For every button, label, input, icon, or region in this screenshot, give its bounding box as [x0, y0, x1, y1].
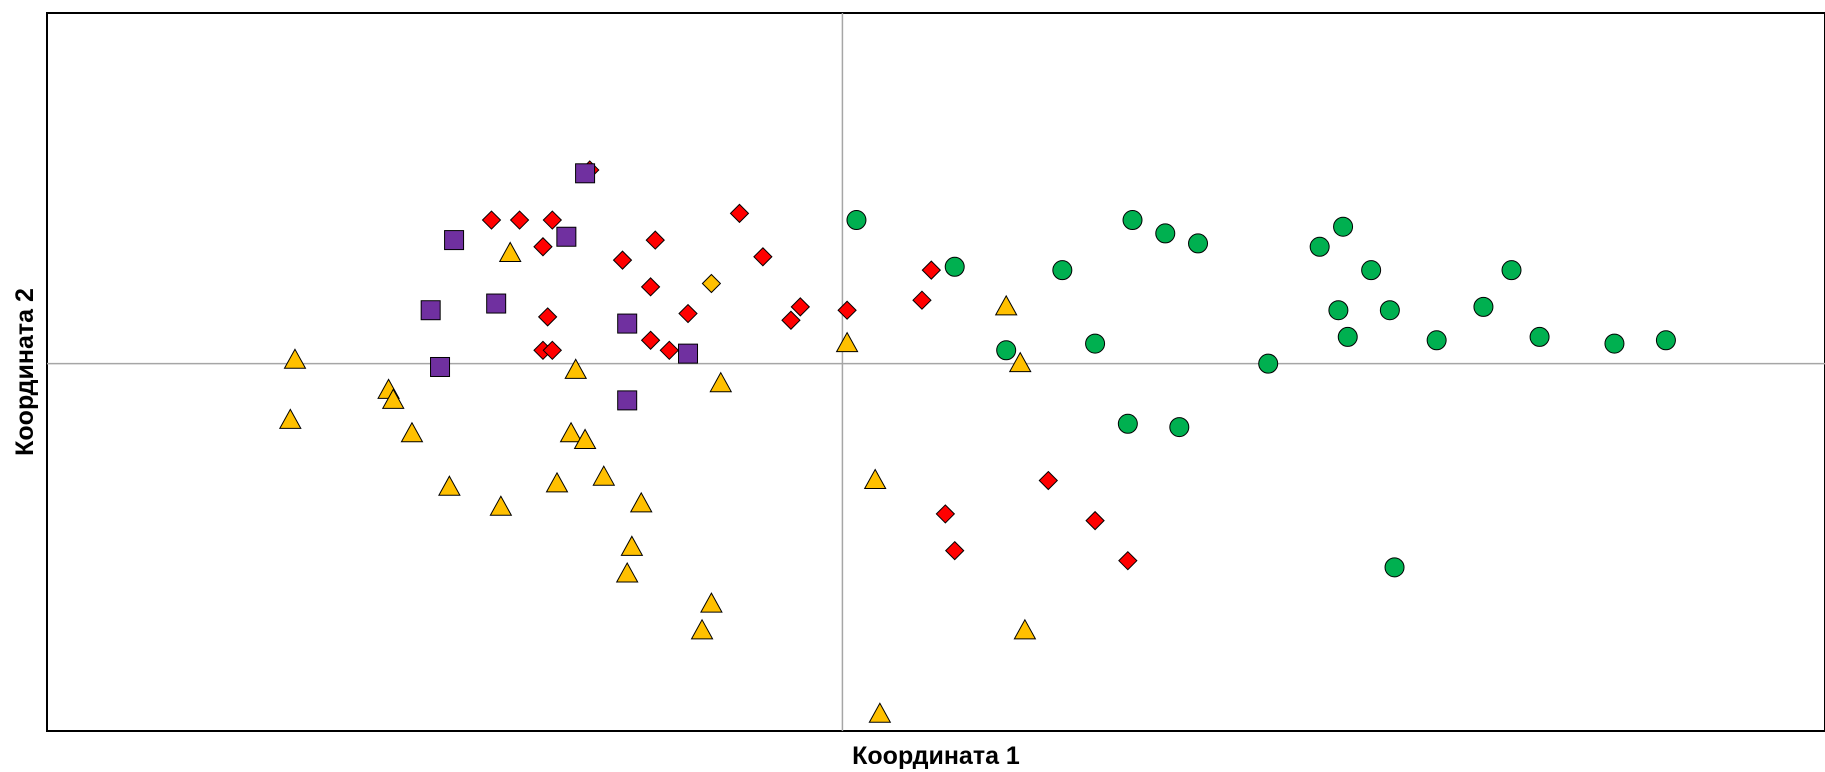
data-point-circle: [846, 210, 867, 231]
data-point-triangle: [994, 294, 1018, 316]
data-point-diamond: [921, 260, 942, 280]
data-point-diamond: [1085, 510, 1105, 531]
data-point-circle: [1604, 333, 1625, 354]
data-point-circle: [1085, 333, 1106, 354]
data-point-circle: [1258, 353, 1279, 374]
data-point-triangle: [863, 468, 887, 490]
data-point-square: [420, 300, 441, 321]
data-point-square: [575, 163, 596, 184]
data-point-diamond: [1038, 470, 1059, 491]
data-point-triangle: [400, 421, 424, 443]
data-point-circle: [1309, 236, 1330, 257]
data-point-triangle: [700, 592, 723, 613]
data-point-triangle: [1008, 351, 1032, 373]
data-point-diamond: [945, 540, 965, 561]
data-point-square: [617, 390, 638, 411]
data-point-triangle: [573, 428, 597, 449]
data-point-circle: [1361, 260, 1382, 281]
data-point-circle: [1379, 300, 1400, 321]
data-point-triangle: [592, 465, 616, 486]
data-point-circle: [1169, 417, 1190, 438]
data-point-circle: [1333, 216, 1354, 237]
data-point-diamond: [542, 210, 563, 230]
data-point-circle: [1122, 210, 1143, 231]
data-point-triangle: [620, 535, 644, 556]
data-point-diamond: [678, 303, 698, 324]
y-axis-title: Координата 2: [11, 288, 39, 456]
data-point-circle: [1188, 233, 1209, 254]
data-point-diamond: [729, 203, 750, 224]
data-point-diamond: [533, 237, 553, 257]
data-point-triangle: [615, 562, 639, 583]
data-point-diamond: [640, 277, 661, 297]
data-point-square: [617, 313, 638, 334]
data-point-diamond: [1118, 550, 1138, 571]
data-point-circle: [1529, 326, 1550, 347]
data-point-diamond: [537, 307, 558, 327]
data-point-triangle: [489, 495, 513, 516]
data-point-diamond: [645, 230, 665, 250]
data-point-triangle: [1013, 618, 1037, 640]
data-point-diamond: [481, 210, 502, 230]
data-point-triangle: [835, 331, 859, 353]
data-point-circle: [1328, 300, 1349, 321]
data-point-diamond: [912, 290, 932, 310]
x-axis-title: Координата 1: [852, 742, 1020, 770]
data-point-circle: [1501, 260, 1522, 281]
data-point-circle: [1655, 330, 1676, 351]
data-point-square: [444, 230, 465, 251]
data-point-diamond: [509, 210, 530, 230]
data-point-triangle: [283, 348, 307, 369]
data-point-circle: [996, 340, 1017, 361]
data-point-triangle: [545, 471, 569, 493]
data-points: [278, 160, 1676, 723]
data-point-triangle: [498, 241, 522, 262]
data-point-circle: [1337, 326, 1358, 347]
data-point-triangle: [690, 618, 714, 640]
data-point-circle: [1384, 557, 1405, 578]
data-point-diamond: [935, 504, 956, 524]
data-point-triangle: [381, 388, 405, 409]
data-point-circle: [1473, 296, 1494, 317]
data-point-diamond: [790, 297, 811, 317]
data-point-diamond: [612, 250, 633, 270]
data-point-circle: [1426, 330, 1447, 351]
data-point-triangle: [709, 371, 733, 393]
data-point-triangle: [438, 475, 461, 496]
data-point-diamond: [701, 273, 722, 294]
data-point-circle: [1155, 223, 1176, 244]
data-point-circle: [944, 256, 965, 277]
data-point-diamond: [659, 340, 680, 361]
data-point-square: [486, 293, 507, 314]
data-point-circle: [1052, 260, 1073, 281]
data-point-diamond: [640, 330, 661, 350]
data-point-triangle: [629, 491, 653, 513]
data-point-triangle: [868, 702, 892, 723]
data-point-triangle: [564, 358, 588, 379]
data-point-square: [678, 343, 699, 364]
data-point-diamond: [837, 300, 857, 320]
plot-area-frame: [46, 12, 1825, 732]
data-point-square: [430, 356, 451, 377]
data-point-triangle: [278, 408, 302, 429]
data-point-triangle: [559, 421, 583, 443]
data-point-square: [556, 226, 577, 247]
data-point-diamond: [542, 340, 563, 361]
data-point-diamond: [781, 310, 801, 330]
data-point-diamond: [753, 247, 773, 267]
data-point-circle: [1117, 413, 1138, 434]
